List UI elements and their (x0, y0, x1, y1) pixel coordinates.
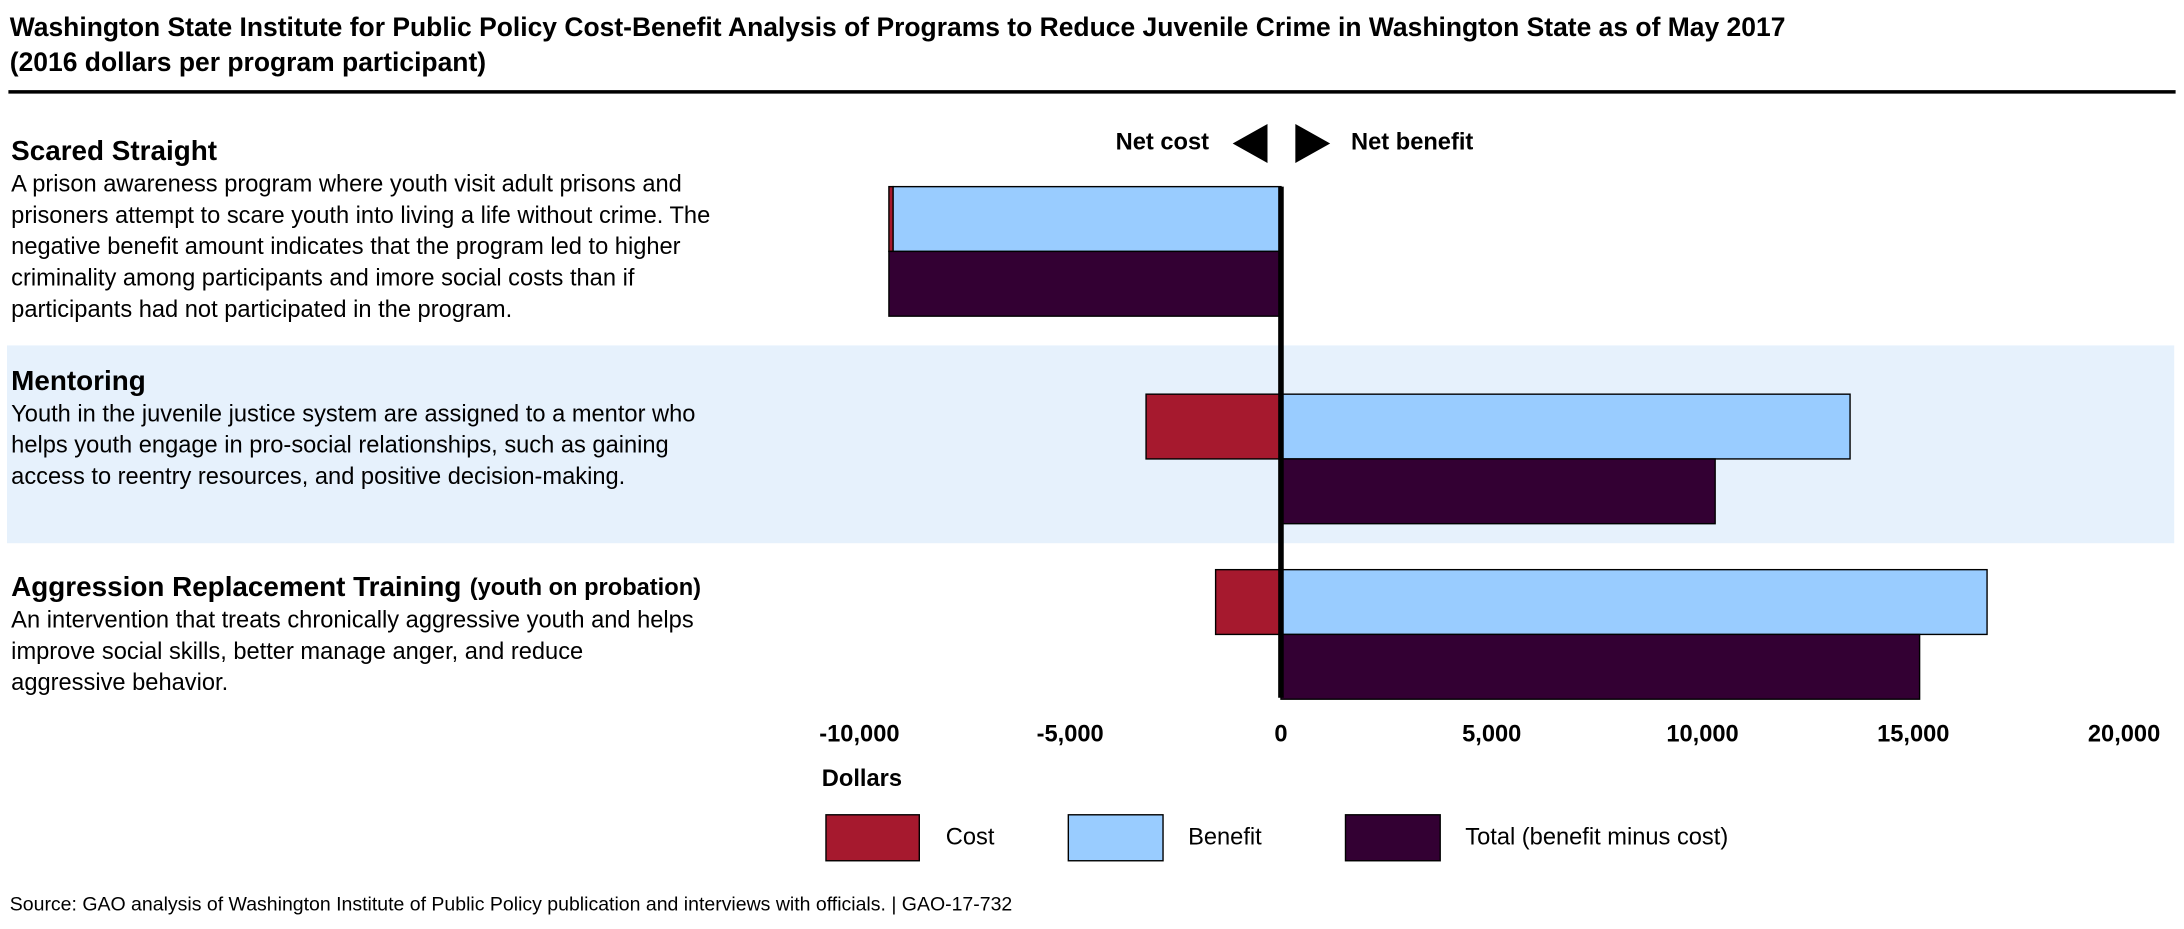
description: aggressive behavior. (11, 670, 228, 696)
legend-swatch (825, 814, 920, 862)
net-cost-label: Net cost (1116, 130, 1209, 156)
category-name: Mentoring (11, 365, 146, 396)
x-tick-label: 5,000 (1462, 722, 1521, 748)
chart-subtitle: (2016 dollars per program participant) (10, 47, 486, 77)
category-title: Aggression Replacement Training (youth on… (11, 572, 701, 603)
description: access to reentry resources, and positiv… (11, 464, 625, 490)
bar (892, 185, 1282, 253)
description: participants had not participated in the… (11, 297, 512, 323)
description: criminality among participants and imore… (11, 266, 635, 292)
legend-label: Cost (946, 825, 995, 851)
category-name: Scared Straight (11, 136, 217, 167)
description: A prison awareness program where youth v… (11, 171, 682, 197)
category-name: Aggression Replacement Training (11, 572, 461, 603)
bar (1214, 568, 1282, 636)
net-benefit-label: Net benefit (1351, 130, 1473, 156)
category-title: Scared Straight (11, 136, 217, 167)
legend-label: Benefit (1188, 825, 1262, 851)
bar (1280, 633, 1921, 700)
x-tick-label: -10,000 (819, 722, 899, 748)
bar (1145, 393, 1282, 460)
legend-swatch (1344, 814, 1441, 862)
source: Source: GAO analysis of Washington Insti… (10, 893, 1013, 915)
description: An intervention that treats chronically … (11, 607, 694, 633)
description: helps youth engage in pro-social relatio… (11, 433, 669, 459)
x-tick-label: 20,000 (2088, 722, 2160, 748)
description: negative benefit amount indicates that t… (11, 234, 680, 260)
x-axis-title: Dollars (822, 766, 902, 792)
bar (1280, 568, 1988, 636)
bar (888, 250, 1282, 317)
description: improve social skills, better manage ang… (11, 639, 583, 665)
x-tick-label: -5,000 (1037, 722, 1104, 748)
description: Youth in the juvenile justice system are… (11, 401, 695, 427)
category-title: Mentoring (11, 365, 146, 396)
x-tick-label: 0 (1274, 722, 1287, 748)
chart-title: Washington State Institute for Public Po… (10, 12, 1786, 42)
legend-swatch (1067, 814, 1164, 862)
bar (1280, 458, 1716, 525)
bar (1280, 393, 1851, 460)
left-arrow (1232, 123, 1268, 163)
description: prisoners attempt to scare youth into li… (11, 203, 710, 229)
right-arrow (1295, 123, 1331, 163)
category-note: (youth on probation) (470, 575, 701, 601)
x-tick-label: 10,000 (1666, 722, 1738, 748)
x-tick-label: 15,000 (1877, 722, 1949, 748)
legend-label: Total (benefit minus cost) (1465, 825, 1728, 851)
